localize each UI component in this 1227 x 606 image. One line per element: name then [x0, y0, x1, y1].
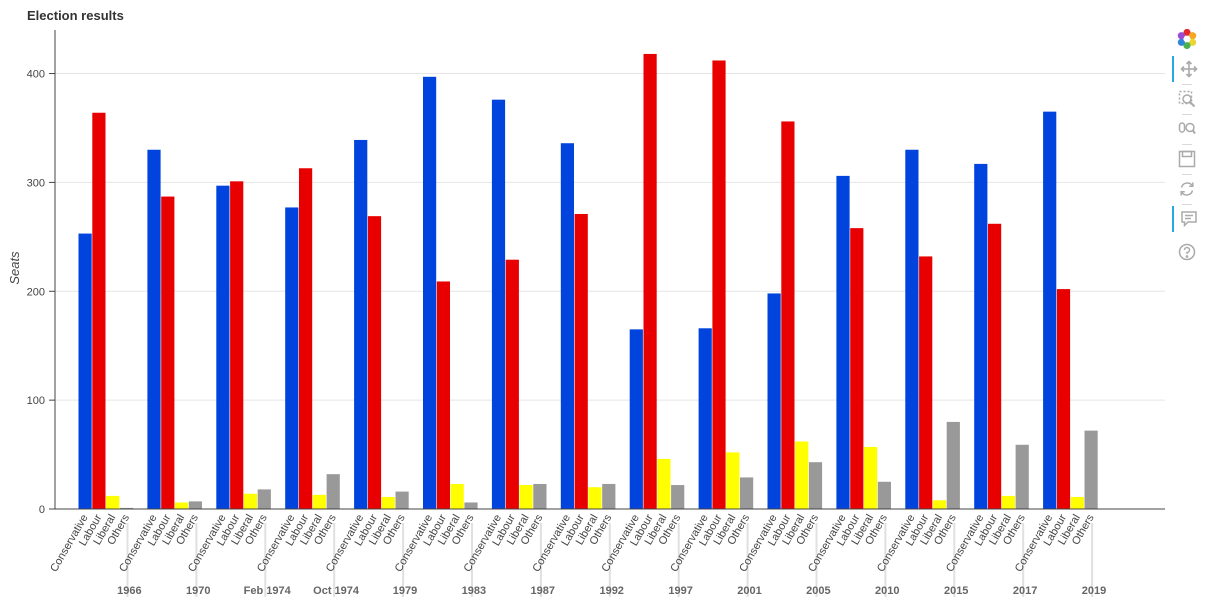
bar-others-1979[interactable]: [395, 491, 409, 509]
hover-icon[interactable]: [1172, 206, 1204, 232]
y-tick-label: 300: [27, 177, 45, 189]
bar-others-feb-1974[interactable]: [257, 489, 271, 509]
bar-labour-2010[interactable]: [850, 228, 864, 509]
bar-conservative-2015[interactable]: [905, 149, 919, 509]
x-category-label: 2001: [737, 585, 761, 597]
bar-liberal-2001[interactable]: [726, 452, 740, 509]
chart-title: Election results: [27, 8, 124, 23]
bar-liberal-2015[interactable]: [932, 500, 947, 509]
bar-labour-2015[interactable]: [919, 256, 933, 509]
x-category-label: 1997: [668, 585, 692, 597]
chart-canvas: 0100200300400ConservativeLabourLiberalOt…: [7, 30, 1165, 597]
x-category-label: 1966: [117, 585, 141, 597]
help-icon[interactable]: [1172, 239, 1202, 265]
bar-conservative-1979[interactable]: [354, 139, 368, 509]
bars: [78, 53, 1098, 510]
pan-icon[interactable]: [1172, 56, 1204, 82]
bar-liberal-oct-1974[interactable]: [312, 494, 326, 509]
bar-conservative-1970[interactable]: [147, 149, 161, 509]
bar-labour-feb-1974[interactable]: [230, 181, 244, 510]
bar-liberal-2010[interactable]: [864, 446, 878, 509]
x-category-label: 2015: [944, 585, 968, 597]
x-category-label: 1992: [599, 585, 623, 597]
bar-liberal-1987[interactable]: [519, 485, 533, 509]
bar-liberal-1966[interactable]: [106, 495, 120, 509]
bokeh-logo-icon[interactable]: [1172, 26, 1202, 52]
x-category-label: Feb 1974: [244, 585, 292, 597]
bar-conservative-2005[interactable]: [767, 293, 781, 509]
x-category-label: 1987: [531, 585, 555, 597]
bar-others-1997[interactable]: [671, 485, 685, 509]
bar-labour-2017[interactable]: [988, 223, 1002, 509]
y-tick-label: 100: [27, 395, 45, 407]
bar-others-oct-1974[interactable]: [326, 474, 340, 509]
y-tick-label: 200: [27, 286, 45, 298]
bar-others-2019[interactable]: [1084, 430, 1098, 509]
bar-conservative-feb-1974[interactable]: [216, 185, 230, 510]
bar-labour-1987[interactable]: [505, 259, 519, 509]
y-tick-label: 400: [27, 69, 45, 81]
bar-labour-1970[interactable]: [161, 196, 175, 509]
x-category-label: Oct 1974: [313, 585, 360, 597]
bar-liberal-1983[interactable]: [450, 483, 464, 509]
bar-others-1983[interactable]: [464, 502, 478, 509]
y-tick-label: 0: [39, 504, 45, 516]
bar-labour-1979[interactable]: [367, 216, 382, 510]
bar-conservative-2001[interactable]: [698, 328, 712, 509]
bar-conservative-1997[interactable]: [629, 329, 643, 509]
bar-conservative-1992[interactable]: [560, 143, 574, 509]
x-category-label: 1983: [462, 585, 486, 597]
bar-others-1966[interactable]: [119, 507, 134, 509]
x-category-label: 2010: [875, 585, 899, 597]
bar-labour-oct-1974[interactable]: [299, 168, 313, 509]
bar-labour-1983[interactable]: [436, 281, 450, 509]
bar-labour-2019[interactable]: [1056, 289, 1071, 509]
y-axis-label: Seats: [7, 251, 22, 285]
bar-labour-1966[interactable]: [92, 112, 106, 510]
bar-conservative-2010[interactable]: [836, 175, 850, 510]
bar-conservative-2019[interactable]: [1043, 111, 1057, 509]
bar-labour-1992[interactable]: [574, 213, 588, 509]
bar-others-1987[interactable]: [533, 483, 547, 509]
bar-conservative-2017[interactable]: [974, 163, 988, 509]
bar-others-2010[interactable]: [877, 481, 891, 509]
x-category-label: 2005: [806, 585, 830, 597]
bar-others-2005[interactable]: [808, 462, 823, 509]
bar-others-1970[interactable]: [188, 501, 202, 509]
wheel-zoom-icon[interactable]: [1172, 116, 1202, 142]
bar-labour-2001[interactable]: [712, 60, 726, 510]
bar-liberal-feb-1974[interactable]: [243, 493, 258, 509]
x-category-label: 2019: [1082, 585, 1106, 597]
bar-others-2001[interactable]: [740, 477, 754, 509]
bar-labour-2005[interactable]: [781, 121, 795, 509]
bar-liberal-1979[interactable]: [381, 497, 395, 509]
x-category-label: 2017: [1013, 585, 1037, 597]
bar-liberal-2019[interactable]: [1070, 497, 1084, 509]
bar-liberal-2005[interactable]: [795, 441, 809, 509]
reset-icon[interactable]: [1172, 176, 1202, 202]
bar-others-2015[interactable]: [946, 421, 960, 509]
bar-conservative-1966[interactable]: [78, 233, 92, 509]
bar-conservative-1987[interactable]: [491, 99, 506, 509]
bar-others-1992[interactable]: [602, 483, 616, 509]
bar-labour-1997[interactable]: [643, 53, 657, 509]
box-zoom-icon[interactable]: [1172, 86, 1202, 112]
bar-conservative-oct-1974[interactable]: [285, 207, 299, 509]
x-category-label: 1970: [186, 585, 210, 597]
x-category-label: 1979: [393, 585, 417, 597]
bar-liberal-1992[interactable]: [588, 487, 602, 509]
bar-liberal-2017[interactable]: [1001, 495, 1015, 509]
bar-others-2017[interactable]: [1015, 444, 1029, 509]
bar-conservative-1983[interactable]: [423, 76, 437, 509]
bar-liberal-1970[interactable]: [175, 502, 189, 509]
bar-liberal-1997[interactable]: [657, 458, 671, 509]
save-icon[interactable]: [1172, 146, 1202, 172]
